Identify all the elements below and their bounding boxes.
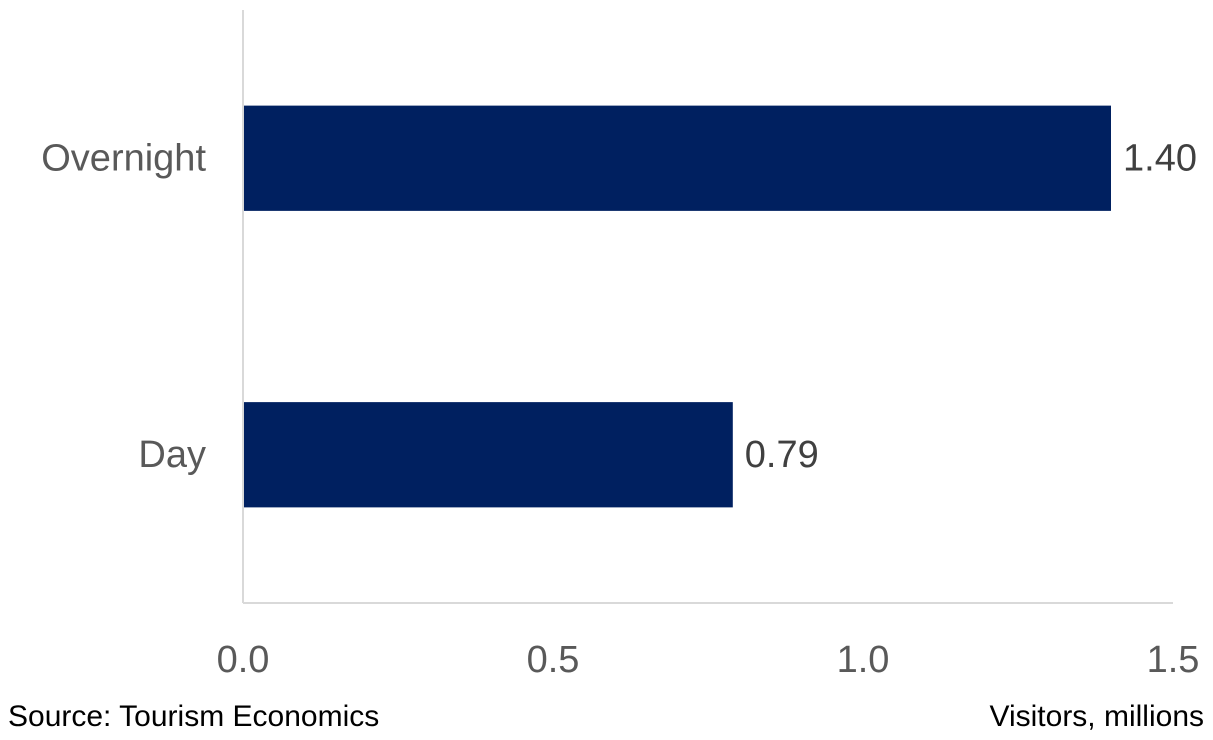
unit-note: Visitors, millions bbox=[989, 700, 1205, 733]
bar-overnight bbox=[243, 105, 1111, 211]
bar-day bbox=[243, 402, 733, 508]
category-label-day: Day bbox=[138, 434, 206, 476]
data-label-day: 0.79 bbox=[745, 434, 819, 476]
bars-layer bbox=[243, 105, 1111, 508]
x-tick-label: 0.0 bbox=[217, 639, 270, 681]
x-tick-label: 0.5 bbox=[527, 639, 580, 681]
category-label-overnight: Overnight bbox=[41, 137, 206, 179]
x-tick-label: 1.0 bbox=[837, 639, 890, 681]
labels-layer: Overnight 1.40 Day 0.79 0.0 0.5 1.0 1.5 bbox=[41, 137, 1199, 681]
source-note: Source: Tourism Economics bbox=[8, 700, 380, 733]
bar-chart: Overnight 1.40 Day 0.79 0.0 0.5 1.0 1.5 bbox=[41, 10, 1199, 681]
data-label-overnight: 1.40 bbox=[1123, 137, 1197, 179]
x-tick-label: 1.5 bbox=[1147, 639, 1200, 681]
